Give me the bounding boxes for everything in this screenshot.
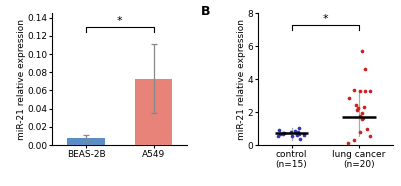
- Point: [367, 134, 373, 137]
- Y-axis label: miR-21 relative expression: miR-21 relative expression: [17, 19, 26, 140]
- Point: [275, 129, 282, 132]
- Point: [277, 133, 284, 136]
- Point: [292, 130, 298, 133]
- Point: [357, 90, 364, 93]
- Point: [297, 138, 303, 141]
- Point: [346, 97, 353, 100]
- Point: [289, 135, 295, 138]
- Point: [279, 132, 286, 135]
- Point: [275, 134, 282, 137]
- Point: [359, 49, 365, 52]
- Point: [354, 106, 361, 109]
- Text: *: *: [322, 14, 328, 24]
- Point: [301, 134, 307, 137]
- Point: [351, 139, 357, 142]
- Bar: [135, 79, 172, 145]
- Point: [356, 115, 363, 118]
- Point: [367, 89, 374, 92]
- Point: [360, 116, 367, 119]
- Point: [288, 131, 295, 134]
- Point: [281, 131, 287, 134]
- Point: [354, 108, 360, 111]
- Point: [280, 132, 287, 135]
- Point: [362, 89, 368, 92]
- Point: [296, 132, 302, 135]
- Point: [356, 130, 363, 133]
- Point: [345, 142, 351, 145]
- Point: [350, 88, 357, 91]
- Point: [352, 103, 359, 106]
- Text: *: *: [117, 16, 123, 26]
- Point: [294, 133, 300, 136]
- Point: [358, 118, 365, 121]
- Point: [296, 126, 302, 129]
- Point: [362, 68, 369, 71]
- Point: [360, 106, 367, 109]
- Text: B: B: [201, 5, 211, 18]
- Point: [364, 127, 371, 130]
- Point: [359, 111, 366, 114]
- Bar: [67, 138, 105, 145]
- Point: [295, 130, 302, 133]
- Y-axis label: miR-21 relative expression: miR-21 relative expression: [237, 19, 246, 140]
